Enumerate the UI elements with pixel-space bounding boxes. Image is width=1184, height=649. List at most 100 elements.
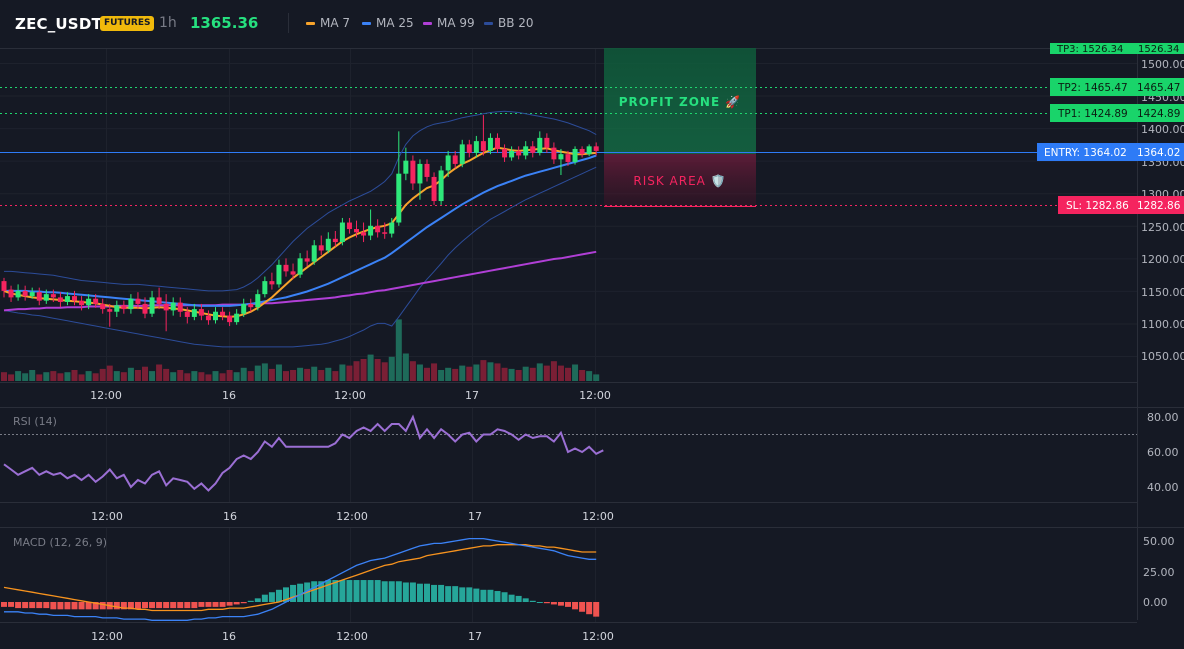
candle-body xyxy=(431,176,437,202)
candle-body xyxy=(213,311,218,321)
ma25-label: MA 25 xyxy=(376,16,414,30)
candle-body xyxy=(8,289,14,298)
rsi-tick: 80.00 xyxy=(1147,411,1179,424)
candle-body xyxy=(396,173,402,223)
ma25-line xyxy=(4,154,597,307)
candle-body xyxy=(29,292,35,297)
volume-bar xyxy=(212,371,219,381)
candle-body xyxy=(382,232,388,234)
candle-body xyxy=(516,150,522,156)
candle-body xyxy=(445,155,451,171)
candle-body xyxy=(339,222,345,243)
volume-bar xyxy=(501,367,508,381)
macd-histogram-bar xyxy=(360,580,367,602)
volume-bar xyxy=(191,371,198,381)
macd-histogram-bar xyxy=(311,581,318,602)
volume-bar xyxy=(311,366,318,381)
macd-histogram-bar xyxy=(149,602,156,609)
macd-histogram-bar xyxy=(367,580,374,602)
rsi-time-axis[interactable]: 12:00 16 12:00 17 12:00 xyxy=(91,510,614,523)
volume-bar xyxy=(480,360,487,381)
volume-bar xyxy=(78,374,85,381)
candle-body xyxy=(297,258,303,275)
volume-bar xyxy=(205,374,212,381)
macd-histogram-bar xyxy=(431,584,438,602)
volume-bar xyxy=(572,364,579,381)
macd-histogram-bar xyxy=(529,600,536,602)
macd-histogram-bar xyxy=(268,592,275,602)
candle-body xyxy=(487,137,493,151)
price-tick: 1200.00 xyxy=(1141,253,1184,266)
price-tick: 1050.00 xyxy=(1141,350,1184,363)
macd-histogram-bar xyxy=(261,594,268,602)
volume-bar xyxy=(381,362,388,381)
tp1-tag-label: TP1: 1424.89 xyxy=(1057,108,1128,120)
sl-tag[interactable]: SL: 1282.86 1282.86 xyxy=(1058,196,1184,214)
entry-axis-value: 1364.02 xyxy=(1137,147,1180,159)
macd-histogram-bar xyxy=(438,584,445,602)
main-time-axis[interactable]: 12:00 16 12:00 17 12:00 xyxy=(90,389,611,402)
candle-body xyxy=(191,309,197,317)
volume-bar xyxy=(8,374,15,381)
candle-body xyxy=(121,305,127,310)
macd-tick: 0.00 xyxy=(1143,596,1168,609)
volume-bar xyxy=(579,370,586,381)
candle-body xyxy=(15,290,21,298)
rsi-series xyxy=(3,414,604,492)
symbol-title[interactable]: ZEC_USDT xyxy=(15,15,102,33)
candle-body xyxy=(586,146,592,155)
macd-histogram-bar xyxy=(191,602,198,609)
tp1-tag[interactable]: TP1: 1424.89 1424.89 xyxy=(1050,104,1184,122)
macd-histogram-bar xyxy=(57,602,64,610)
interval-label[interactable]: 1h xyxy=(159,15,177,31)
volume-bar xyxy=(113,371,120,381)
volume-bar xyxy=(494,363,501,381)
ma25-swatch xyxy=(362,21,371,25)
candle-body xyxy=(269,281,275,285)
candle-body xyxy=(572,148,578,162)
candle-body xyxy=(551,147,557,160)
candle-body xyxy=(57,297,63,302)
sl-tag-bg xyxy=(1058,196,1184,214)
candle-body xyxy=(523,146,529,156)
volume-bar xyxy=(85,371,92,381)
legend-ma99[interactable]: MA 99 xyxy=(423,16,475,30)
entry-tag-label: ENTRY: 1364.02 xyxy=(1044,147,1127,159)
volume-bar xyxy=(127,367,134,381)
volume-bar xyxy=(71,370,78,381)
macd-histogram-bar xyxy=(459,587,466,602)
legend-bb20[interactable]: BB 20 xyxy=(484,16,534,30)
macd-histogram-bar xyxy=(29,602,36,609)
volume-bar xyxy=(22,373,29,381)
macd-histogram-bar xyxy=(480,589,487,602)
tp3-tag[interactable]: TP3: 1526.34 1526.34 xyxy=(1050,43,1184,55)
macd-time-axis[interactable]: 12:00 16 12:00 17 12:00 xyxy=(91,630,614,643)
volume-bar xyxy=(318,370,325,381)
ma99-label: MA 99 xyxy=(437,16,475,30)
risk-zone-label: RISK AREA 🛡️ xyxy=(633,174,726,188)
volume-bar xyxy=(332,371,339,381)
volume-bar xyxy=(163,368,170,381)
macd-histogram-bar xyxy=(113,602,120,610)
macd-histogram-bar xyxy=(297,583,304,602)
volume-bar xyxy=(402,353,409,381)
macd-histogram-bar xyxy=(71,602,78,610)
candle-body xyxy=(262,281,268,295)
tp2-tag[interactable]: TP2: 1465.47 1465.47 xyxy=(1050,78,1184,96)
legend-ma25[interactable]: MA 25 xyxy=(362,16,414,30)
sl-tag-label: SL: 1282.86 xyxy=(1066,200,1129,212)
candle-body xyxy=(318,245,324,251)
entry-tag[interactable]: ENTRY: 1364.02 1364.02 xyxy=(1037,143,1184,161)
candle-body xyxy=(184,311,190,317)
legend-ma7[interactable]: MA 7 xyxy=(306,16,350,30)
volume-bar xyxy=(550,361,557,381)
volume-bar xyxy=(57,373,64,381)
candle-body xyxy=(389,222,395,234)
volume-bar xyxy=(431,363,438,381)
macd-histogram-bar xyxy=(36,602,43,609)
volume-bar xyxy=(388,356,395,381)
macd-histogram-bar xyxy=(586,602,593,615)
candle-body xyxy=(530,146,536,153)
volume-bar xyxy=(177,370,184,381)
